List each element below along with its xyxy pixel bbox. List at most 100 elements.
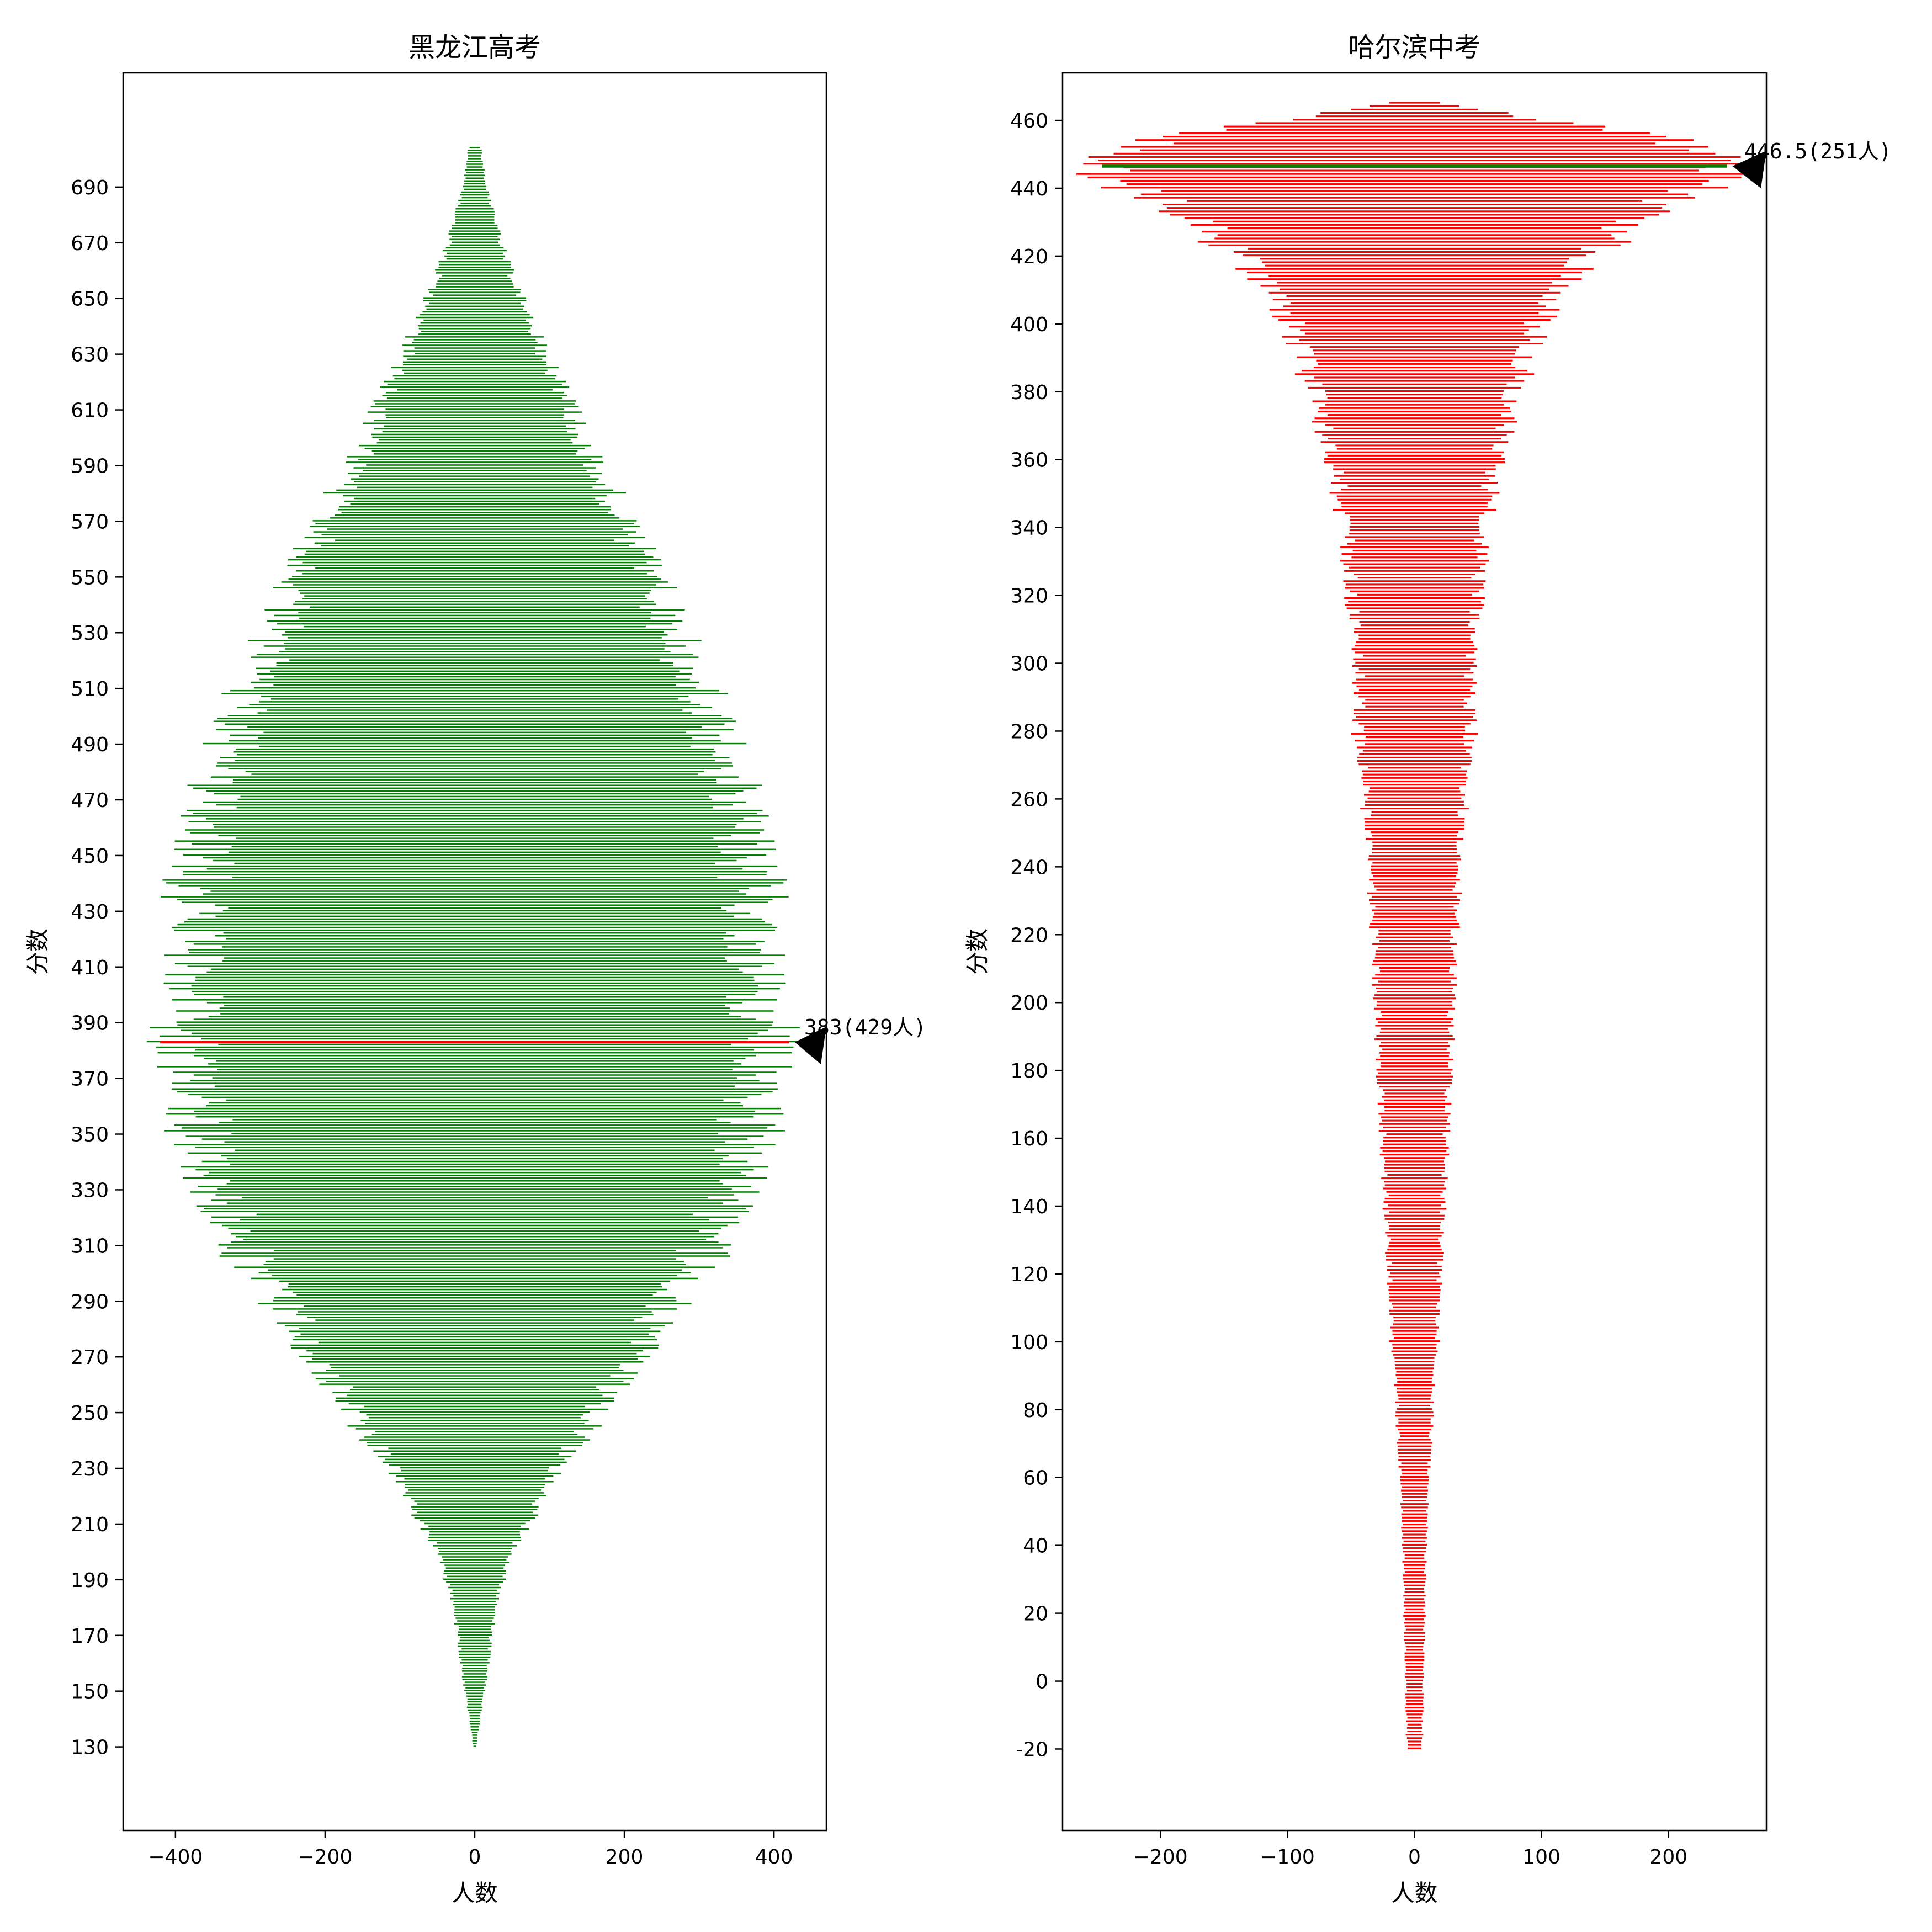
right-score-bar — [1384, 1164, 1445, 1166]
right-score-bar — [1384, 1184, 1445, 1186]
left-score-bar — [464, 188, 486, 190]
left-score-bar — [374, 420, 576, 421]
left-score-bar — [188, 949, 762, 951]
left-score-bar — [176, 1010, 774, 1012]
right-score-bar — [1379, 1031, 1450, 1033]
left-y-tick-label: 570 — [71, 511, 109, 533]
left-score-bar — [454, 1609, 495, 1611]
left-y-tick-label: 370 — [71, 1068, 109, 1091]
left-score-bar — [251, 773, 698, 775]
right-score-bar — [1265, 264, 1564, 267]
left-score-bar — [438, 1553, 512, 1555]
left-score-bar — [217, 1069, 733, 1070]
left-score-bar — [166, 882, 784, 884]
left-score-bar — [172, 865, 778, 867]
right-x-tick-label: 200 — [1649, 1846, 1687, 1869]
right-score-bar — [1299, 339, 1530, 341]
right-score-bar — [1351, 733, 1478, 735]
left-score-bar — [460, 202, 489, 204]
left-score-bar — [447, 1575, 503, 1578]
left-score-bar — [171, 1088, 778, 1090]
left-score-bar — [418, 333, 531, 335]
right-score-bar — [1403, 1524, 1426, 1526]
left-score-bar — [312, 520, 637, 522]
left-score-bar — [459, 1639, 490, 1642]
right-score-bar — [1378, 930, 1451, 932]
right-score-bar — [1305, 322, 1524, 325]
left-score-bar — [223, 932, 726, 934]
left-score-bar — [157, 1052, 792, 1054]
right-score-bar — [1400, 1435, 1429, 1437]
right-score-bar — [1372, 977, 1457, 979]
left-score-bar — [214, 793, 736, 795]
right-score-bar — [1317, 363, 1512, 365]
left-score-bar — [215, 1194, 734, 1196]
left-score-bar — [420, 322, 529, 324]
right-score-bar — [1398, 1421, 1431, 1424]
right-x-tick-label: 0 — [1408, 1846, 1421, 1869]
right-score-bar — [1390, 1238, 1439, 1240]
right-score-bar — [1357, 756, 1472, 758]
left-score-bar — [450, 1592, 500, 1594]
right-score-bar — [1365, 800, 1464, 803]
left-score-bar — [232, 782, 717, 783]
left-score-bar — [276, 665, 673, 667]
left-score-bar — [449, 230, 501, 232]
left-score-bar — [442, 1556, 508, 1558]
right-score-bar — [1380, 970, 1449, 973]
right-score-bar — [1173, 142, 1656, 145]
left-score-bar — [194, 993, 756, 995]
right-score-bar — [1350, 519, 1479, 521]
left-score-bar — [209, 1102, 741, 1104]
left-score-bar — [231, 1233, 719, 1235]
left-y-tick-label: 650 — [71, 288, 109, 311]
left-score-bar — [273, 1300, 677, 1302]
right-score-bar — [1387, 1265, 1442, 1267]
left-score-bar — [458, 1626, 491, 1627]
left-score-bar — [385, 1458, 565, 1461]
left-score-bar — [438, 261, 511, 263]
right-score-bar — [1393, 1306, 1436, 1308]
right-score-bar — [1358, 723, 1471, 725]
left-x-tick-label: 200 — [606, 1846, 644, 1869]
right-y-tick-label: 140 — [1010, 1196, 1048, 1218]
right-score-bar — [1313, 367, 1516, 369]
right-score-bar — [1345, 604, 1484, 606]
right-score-bar — [1379, 967, 1450, 969]
left-score-bar — [177, 1091, 773, 1093]
right-score-bar — [1304, 380, 1525, 382]
right-score-bar — [1369, 105, 1460, 107]
right-score-bar — [1404, 1611, 1425, 1613]
right-score-bar — [1393, 1320, 1436, 1322]
left-score-bar — [258, 1272, 691, 1274]
left-score-bar — [273, 1250, 676, 1251]
left-score-bar — [230, 1163, 720, 1165]
left-annotation-arrow — [794, 1026, 826, 1064]
left-score-bar — [315, 567, 634, 569]
right-score-bar — [1386, 1255, 1443, 1257]
right-score-bar — [1372, 963, 1457, 965]
right-score-bar — [1243, 254, 1586, 257]
right-score-bar — [1358, 638, 1471, 640]
left-score-bar — [455, 222, 495, 224]
right-score-bar — [1351, 108, 1478, 110]
right-score-bar — [1343, 563, 1486, 565]
left-score-bar — [294, 1336, 655, 1338]
left-y-axis: 130 150 170 190 210 230 250 270 290 310 330 350 370 3… — [71, 177, 123, 1759]
left-score-bar — [302, 561, 647, 564]
right-y-tick-label: 100 — [1010, 1331, 1048, 1354]
right-score-bar — [1384, 1181, 1445, 1183]
right-score-bar — [1403, 1533, 1426, 1536]
right-score-bar — [1341, 506, 1488, 508]
left-score-bar — [466, 166, 483, 168]
right-score-bar — [1397, 1445, 1432, 1447]
left-score-bar — [192, 990, 758, 992]
left-score-bar — [219, 1255, 730, 1257]
left-score-bar — [215, 915, 734, 917]
left-score-bar — [174, 929, 776, 931]
right-score-bar — [1374, 885, 1455, 888]
right-score-bar — [1346, 607, 1483, 609]
left-y-tick-label: 230 — [71, 1458, 109, 1480]
right-score-bar — [1389, 1225, 1440, 1227]
left-score-bar — [288, 637, 662, 639]
